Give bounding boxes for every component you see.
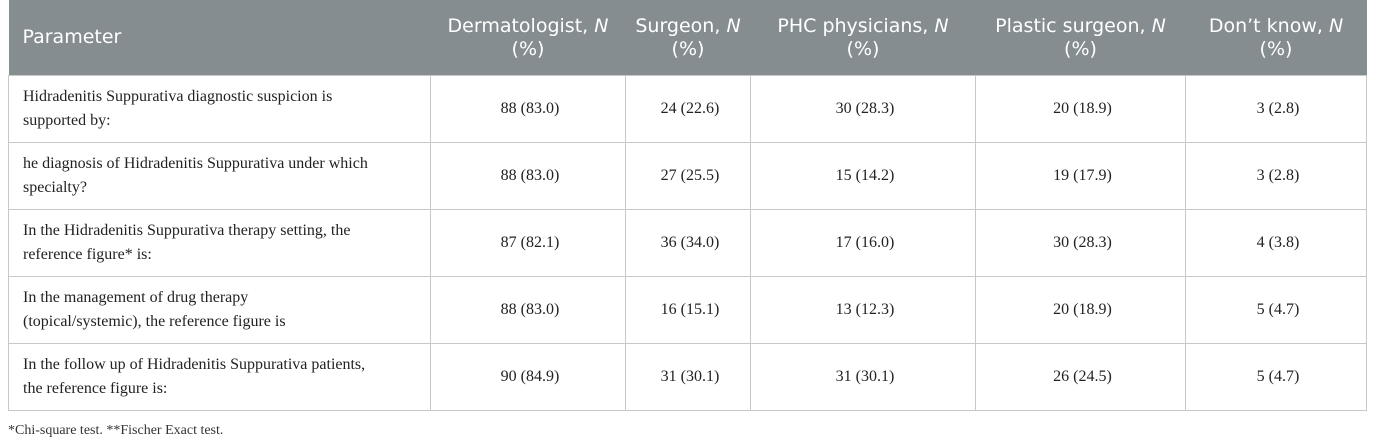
value-cell: 88 (83.0) bbox=[430, 276, 626, 344]
data-table: Parameter Dermatologist, N (%) Surgeon, N … bbox=[8, 0, 1367, 411]
table-row: Hidradenitis Suppurativa diagnostic susp… bbox=[8, 75, 1367, 143]
value-cell: 3 (2.8) bbox=[1185, 75, 1367, 143]
value-cell: 27 (25.5) bbox=[625, 142, 751, 210]
table-body: Hidradenitis Suppurativa diagnostic susp… bbox=[8, 75, 1367, 411]
header-text: Dermatologist, bbox=[447, 14, 589, 37]
header-text: (%) bbox=[1064, 37, 1097, 60]
header-text: N bbox=[726, 14, 741, 37]
value-cell: 4 (3.8) bbox=[1185, 209, 1367, 277]
value-cell: 30 (28.3) bbox=[750, 75, 976, 143]
value-cell: 30 (28.3) bbox=[975, 209, 1186, 277]
header-text: (%) bbox=[1259, 37, 1293, 60]
table-row: he diagnosis of Hidradenitis Suppurativa… bbox=[8, 142, 1367, 210]
header-text: PHC physicians, bbox=[777, 14, 929, 37]
value-cell: 19 (17.9) bbox=[975, 142, 1186, 210]
value-cell: 24 (22.6) bbox=[625, 75, 751, 143]
value-cell: 26 (24.5) bbox=[975, 343, 1186, 411]
parameter-cell: In the Hidradenitis Suppurativa therapy … bbox=[8, 209, 431, 277]
header-cell: Dermatologist, N (%) bbox=[430, 0, 626, 76]
header-text: N bbox=[594, 14, 609, 37]
header-text: (%) bbox=[511, 37, 545, 60]
value-cell: 3 (2.8) bbox=[1185, 142, 1367, 210]
value-cell: 31 (30.1) bbox=[750, 343, 976, 411]
value-cell: 88 (83.0) bbox=[430, 142, 626, 210]
footnote: *Chi-square test. **Fischer Exact test. bbox=[8, 423, 224, 438]
value-cell: 16 (15.1) bbox=[625, 276, 751, 344]
value-cell: 87 (82.1) bbox=[430, 209, 626, 277]
header-text: N bbox=[934, 14, 949, 37]
header-cell: PHC physicians, N (%) bbox=[750, 0, 976, 76]
value-cell: 36 (34.0) bbox=[625, 209, 751, 277]
header-text: (%) bbox=[846, 37, 880, 60]
value-cell: 20 (18.9) bbox=[975, 276, 1186, 344]
table-row: In the management of drug therapy (topic… bbox=[8, 276, 1367, 344]
value-cell: 31 (30.1) bbox=[625, 343, 751, 411]
table-wrap: Parameter Dermatologist, N (%) Surgeon, N … bbox=[8, 0, 1367, 439]
value-cell: 88 (83.0) bbox=[430, 75, 626, 143]
header-text: Plastic surgeon, bbox=[995, 14, 1146, 37]
header-cell: Parameter bbox=[8, 0, 431, 76]
header-cell: Plastic surgeon, N (%) bbox=[975, 0, 1186, 76]
header-row: Parameter Dermatologist, N (%) Surgeon, N … bbox=[8, 0, 1367, 76]
parameter-cell: he diagnosis of Hidradenitis Suppurativa… bbox=[8, 142, 431, 210]
value-cell: 20 (18.9) bbox=[975, 75, 1186, 143]
table-row: In the follow up of Hidradenitis Suppura… bbox=[8, 343, 1367, 411]
parameter-cell: In the management of drug therapy (topic… bbox=[8, 276, 431, 344]
value-cell: 15 (14.2) bbox=[750, 142, 976, 210]
header-cell: Surgeon, N (%) bbox=[625, 0, 751, 76]
header-text: Surgeon, bbox=[635, 14, 721, 37]
value-cell: 90 (84.9) bbox=[430, 343, 626, 411]
parameter-cell: In the follow up of Hidradenitis Suppura… bbox=[8, 343, 431, 411]
header-text: Don’t know, bbox=[1208, 14, 1323, 37]
header-text: (%) bbox=[671, 37, 705, 60]
value-cell: 17 (16.0) bbox=[750, 209, 976, 277]
header-cell: Don’t know, N (%) bbox=[1185, 0, 1367, 76]
header-text: N bbox=[1151, 14, 1166, 37]
value-cell: 13 (12.3) bbox=[750, 276, 976, 344]
header-text: N bbox=[1328, 14, 1344, 37]
value-cell: 5 (4.7) bbox=[1185, 276, 1367, 344]
value-cell: 5 (4.7) bbox=[1185, 343, 1367, 411]
header-text: Parameter bbox=[22, 26, 122, 48]
table-row: In the Hidradenitis Suppurativa therapy … bbox=[8, 209, 1367, 277]
parameter-cell: Hidradenitis Suppurativa diagnostic susp… bbox=[8, 75, 431, 143]
